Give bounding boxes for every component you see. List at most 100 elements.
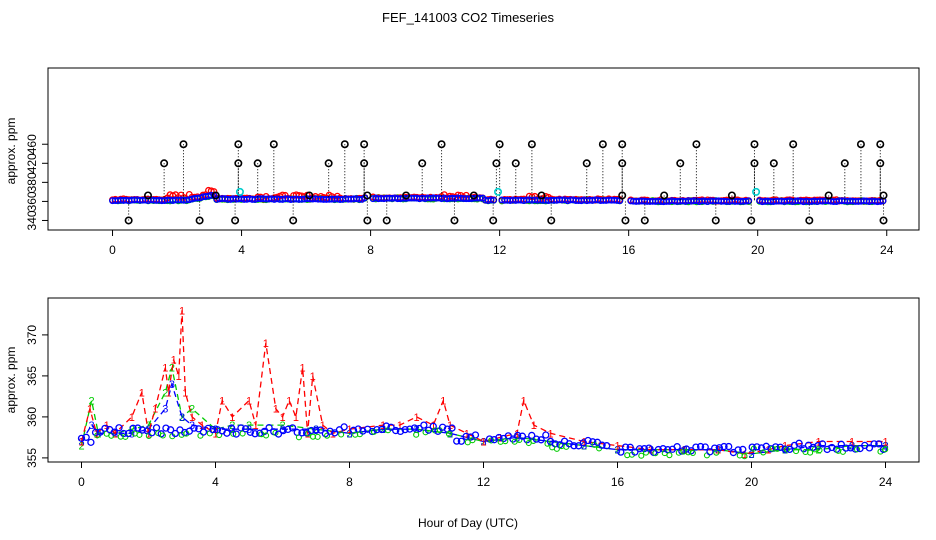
bottom-level3-point xyxy=(359,427,367,435)
bottom-series-1-marker: 1 xyxy=(162,363,168,375)
bottom-level2-point xyxy=(230,430,237,437)
bottom-series-1-marker: 1 xyxy=(581,437,587,449)
bottom-series-1-marker: 1 xyxy=(320,420,326,432)
bottom-level2-point xyxy=(638,452,645,459)
bottom-level2-point xyxy=(807,449,814,456)
bottom-level3-point xyxy=(701,443,709,451)
top-flag-point xyxy=(537,191,546,200)
top-x-axis: 0 4 8 12 16 20 24 xyxy=(109,230,894,257)
top-flag-point xyxy=(856,140,865,149)
bottom-series-2-marker: 2 xyxy=(815,445,821,457)
bottom-level3-point xyxy=(378,425,386,434)
top-flag-point xyxy=(363,191,372,200)
top-flag-point xyxy=(494,187,503,196)
top-flag-point xyxy=(124,216,133,225)
bottom-series-2-marker: 2 xyxy=(547,437,553,449)
bottom-level3-point xyxy=(387,423,395,431)
top-flag-point xyxy=(789,140,798,149)
bottom-series-1-marker: 1 xyxy=(413,412,419,424)
bottom-level2-point xyxy=(239,430,246,437)
bottom-y-axis-label: approx. ppm xyxy=(4,347,18,414)
bottom-series-3-marker: 3 xyxy=(380,424,386,436)
bottom-level3-point xyxy=(842,444,850,452)
top-flag-point xyxy=(235,187,244,196)
bottom-level3-point xyxy=(654,445,663,454)
top-flag-point xyxy=(621,216,630,225)
bottom-level3-point xyxy=(851,445,859,453)
top-level3-point xyxy=(487,196,495,204)
bottom-level3-point xyxy=(190,424,198,432)
bottom-level3-point xyxy=(753,443,761,451)
bottom-level3-point xyxy=(603,442,611,450)
bottom-level3-point xyxy=(720,442,728,451)
top-flag-point xyxy=(289,216,298,225)
bottom-level3-point xyxy=(223,429,231,437)
top-flag-point xyxy=(489,216,498,225)
top-flag-point xyxy=(618,191,627,200)
bottom-level3-point xyxy=(640,445,648,453)
top-flag-point xyxy=(752,187,761,196)
bottom-series-2-marker: 2 xyxy=(480,437,486,449)
bottom-level2-point xyxy=(469,437,476,444)
top-x-tick-label: 16 xyxy=(622,243,636,257)
bottom-series-1-marker: 1 xyxy=(310,371,316,383)
bottom-level3-point xyxy=(162,424,170,432)
bottom-level3-point xyxy=(696,442,705,451)
top-flag-point xyxy=(769,159,778,168)
bottom-series-1-marker: 1 xyxy=(166,387,172,399)
bottom-level3-point xyxy=(410,424,419,432)
bottom-level3-point xyxy=(542,431,550,439)
top-flag-point xyxy=(750,159,759,168)
bottom-x-tick-label: 0 xyxy=(78,475,85,489)
top-flag-point xyxy=(492,159,501,168)
bottom-level3-point xyxy=(237,424,245,432)
bottom-level3-point xyxy=(589,438,597,446)
bottom-level3-point xyxy=(865,444,874,452)
bottom-level3-point xyxy=(91,428,100,437)
bottom-series-1-marker: 1 xyxy=(849,437,855,449)
bottom-level3-point xyxy=(279,426,287,435)
top-flag-point xyxy=(269,140,278,149)
bottom-level3-point xyxy=(879,445,888,454)
bottom-series-3-marker: 3 xyxy=(547,437,553,449)
bottom-series-3-marker: 3 xyxy=(346,428,352,440)
bottom-level3-point xyxy=(110,428,118,436)
bottom-level3-point xyxy=(870,440,878,448)
bottom-level3-point xyxy=(166,426,175,434)
bottom-level3-point xyxy=(471,431,480,439)
bottom-series-3-marker: 3 xyxy=(447,428,453,440)
bottom-level2-point xyxy=(882,446,889,453)
bottom-series-1-marker: 1 xyxy=(179,305,185,317)
bottom-level3-point xyxy=(124,429,133,438)
chart-title: FEF_141003 CO2 Timeseries xyxy=(382,10,554,25)
bottom-level3-point xyxy=(420,421,428,429)
bottom-level3-point xyxy=(537,436,545,444)
top-flag-point xyxy=(876,140,885,149)
bottom-level3-point xyxy=(837,440,845,448)
bottom-level3-point xyxy=(246,428,254,436)
top-flag-point xyxy=(360,140,369,149)
top-flag-point xyxy=(582,159,591,168)
bottom-level3-point xyxy=(120,429,128,438)
bottom-y-tick-label: 355 xyxy=(25,448,39,468)
bottom-level3-point xyxy=(340,423,348,431)
top-flag-point xyxy=(840,159,849,168)
bottom-series-2-marker: 2 xyxy=(78,441,84,453)
bottom-level3-point xyxy=(673,443,681,451)
bottom-series-1-marker: 1 xyxy=(139,387,145,399)
top-flag-point xyxy=(805,216,814,225)
top-y-tick-label: 420 xyxy=(25,153,39,173)
bottom-level3-point xyxy=(138,426,147,434)
top-flag-point xyxy=(495,140,504,149)
top-flag-point xyxy=(211,191,220,200)
bottom-series-3-marker: 3 xyxy=(849,441,855,453)
bottom-series-2-marker: 2 xyxy=(88,396,94,408)
top-flag-point xyxy=(876,159,885,168)
bottom-level3-point xyxy=(800,445,808,453)
bottom-level3-point xyxy=(317,426,325,434)
top-flag-point xyxy=(527,140,536,149)
